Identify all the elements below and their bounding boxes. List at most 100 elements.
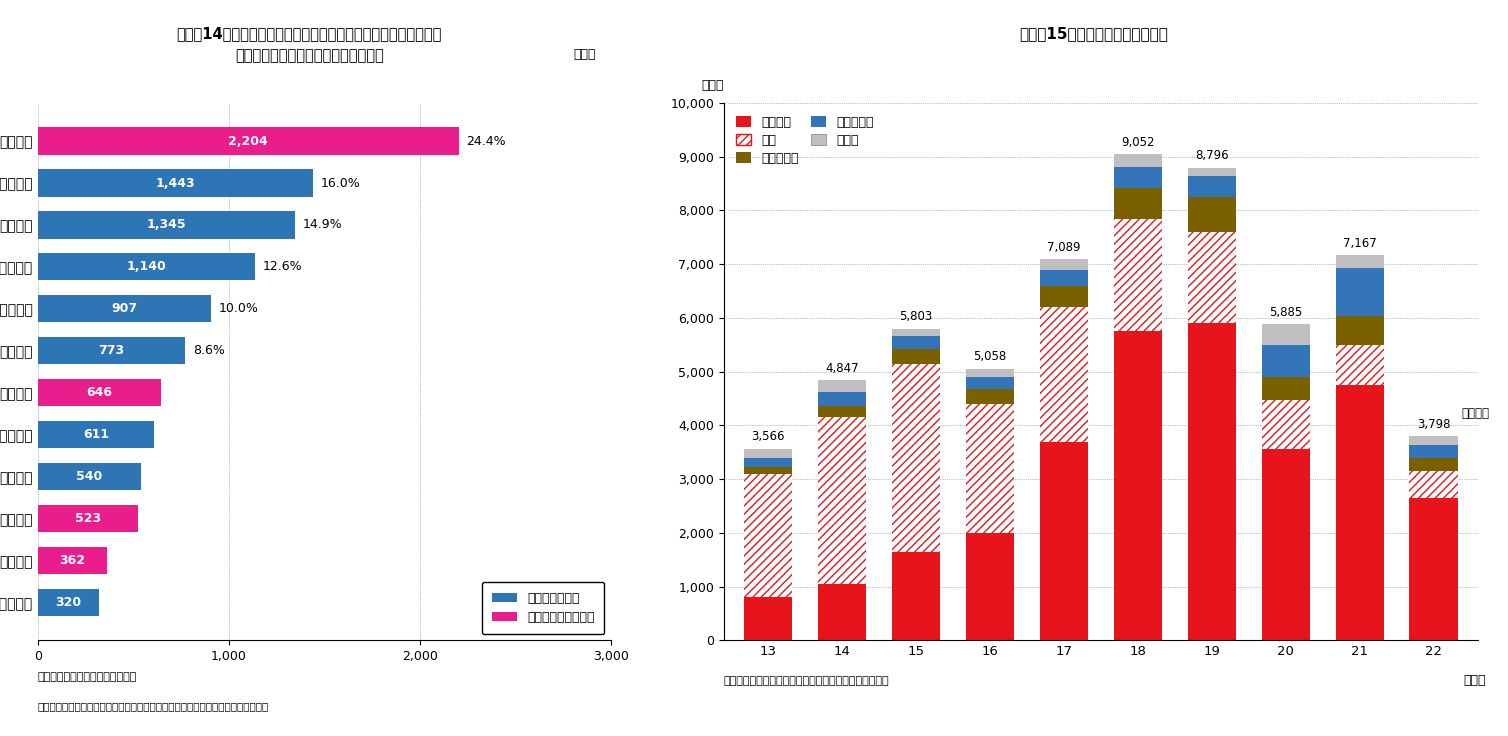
- Text: 773: 773: [98, 344, 125, 357]
- Text: 16.0%: 16.0%: [321, 177, 360, 189]
- Bar: [1262, 324, 1309, 344]
- Text: 24.4%: 24.4%: [466, 135, 507, 148]
- Text: （人）: （人）: [701, 79, 724, 92]
- Bar: [967, 533, 1013, 640]
- Bar: [893, 364, 939, 552]
- Bar: [743, 598, 792, 640]
- Bar: [967, 389, 1013, 404]
- Text: （年）: （年）: [1463, 674, 1485, 687]
- Text: （注）複数該当の場合は、別計上: （注）複数該当の場合は、別計上: [38, 672, 137, 682]
- Text: ［図表14］労働基準関係法令違反が疑われる実習実施者に対する: ［図表14］労働基準関係法令違反が疑われる実習実施者に対する: [176, 26, 442, 40]
- Bar: [1188, 176, 1235, 197]
- Text: 362: 362: [59, 554, 86, 567]
- Text: 5,058: 5,058: [973, 350, 1006, 363]
- Text: 523: 523: [74, 512, 101, 525]
- Text: 9,052: 9,052: [1120, 135, 1155, 149]
- Text: 7,167: 7,167: [1342, 237, 1377, 250]
- Bar: [38, 337, 185, 364]
- Bar: [1041, 260, 1087, 269]
- Bar: [967, 377, 1013, 389]
- Bar: [893, 328, 939, 336]
- Text: （資料）出入国管理庁「技能実習生の失踪者数の推移」: （資料）出入国管理庁「技能実習生の失踪者数の推移」: [724, 676, 890, 686]
- Bar: [1041, 286, 1087, 307]
- Bar: [1114, 188, 1161, 219]
- Text: 5,803: 5,803: [899, 310, 932, 323]
- Bar: [38, 463, 140, 490]
- Bar: [1114, 167, 1161, 188]
- Text: 646: 646: [86, 386, 113, 399]
- Bar: [1041, 442, 1087, 640]
- Bar: [1262, 344, 1309, 377]
- Text: 5,885: 5,885: [1270, 305, 1303, 319]
- Bar: [1041, 307, 1087, 442]
- Bar: [1188, 197, 1235, 232]
- Text: 2,204: 2,204: [228, 135, 268, 148]
- Text: 4,847: 4,847: [825, 361, 860, 375]
- Text: 12.6%: 12.6%: [262, 261, 303, 273]
- Bar: [38, 169, 314, 197]
- Bar: [893, 349, 939, 364]
- Bar: [817, 584, 866, 640]
- Text: 1,443: 1,443: [155, 177, 196, 189]
- Bar: [1114, 219, 1161, 331]
- Bar: [817, 380, 866, 392]
- Bar: [1410, 459, 1458, 471]
- Text: 8,796: 8,796: [1194, 149, 1229, 163]
- Bar: [1410, 445, 1458, 459]
- Bar: [817, 417, 866, 584]
- Bar: [1336, 385, 1384, 640]
- Bar: [1336, 268, 1384, 316]
- Bar: [38, 211, 294, 238]
- Bar: [1262, 448, 1309, 640]
- Bar: [1188, 168, 1235, 176]
- Bar: [1041, 269, 1087, 286]
- Text: 907: 907: [112, 302, 137, 315]
- Text: 1,140: 1,140: [127, 261, 166, 273]
- Bar: [38, 127, 458, 155]
- Bar: [1114, 154, 1161, 167]
- Bar: [893, 552, 939, 640]
- Bar: [38, 589, 100, 616]
- Bar: [38, 295, 211, 322]
- Bar: [1188, 323, 1235, 640]
- Bar: [1410, 471, 1458, 498]
- Bar: [1262, 377, 1309, 400]
- Text: （資料）厚生労働省「技能実習生の実習実施者に対する監督指導、送検等の状況」: （資料）厚生労働省「技能実習生の実習実施者に対する監督指導、送検等の状況」: [38, 701, 268, 712]
- Text: 7,089: 7,089: [1047, 241, 1081, 254]
- Bar: [1114, 331, 1161, 640]
- Text: 1,345: 1,345: [146, 219, 185, 231]
- Text: 611: 611: [83, 428, 109, 441]
- Bar: [1336, 255, 1384, 268]
- Text: 監督指導が行われた際の主な違反事項: 監督指導が行われた際の主な違反事項: [235, 48, 383, 63]
- Bar: [38, 379, 161, 406]
- Bar: [743, 449, 792, 458]
- Bar: [1188, 232, 1235, 323]
- Bar: [1336, 344, 1384, 385]
- Bar: [1410, 436, 1458, 445]
- Bar: [1410, 498, 1458, 640]
- Bar: [743, 458, 792, 467]
- Bar: [967, 404, 1013, 533]
- Text: 14.9%: 14.9%: [302, 219, 342, 231]
- Text: 8.6%: 8.6%: [193, 344, 225, 357]
- Bar: [38, 547, 107, 574]
- Text: 3,566: 3,566: [751, 431, 786, 443]
- Bar: [38, 505, 137, 532]
- Text: （件）: （件）: [573, 48, 596, 61]
- Bar: [38, 421, 154, 448]
- Bar: [817, 406, 866, 417]
- Legend: 労働基準法違反, 労働安全衛生法違反: 労働基準法違反, 労働安全衛生法違反: [483, 582, 605, 634]
- Bar: [967, 369, 1013, 377]
- Bar: [893, 336, 939, 349]
- Legend: ベトナム, 中国, カンボジア, ミャンマー, その他: ベトナム, 中国, カンボジア, ミャンマー, その他: [730, 109, 881, 171]
- Bar: [817, 392, 866, 406]
- Bar: [743, 467, 792, 474]
- Text: 540: 540: [75, 470, 103, 483]
- Text: ［図表15］技能実習生の失踪者数: ［図表15］技能実習生の失踪者数: [1019, 26, 1167, 40]
- Text: 320: 320: [56, 595, 81, 609]
- Text: 〈上期〉: 〈上期〉: [1461, 407, 1490, 420]
- Text: 10.0%: 10.0%: [219, 302, 258, 315]
- Bar: [1336, 316, 1384, 344]
- Bar: [38, 253, 255, 280]
- Bar: [743, 474, 792, 598]
